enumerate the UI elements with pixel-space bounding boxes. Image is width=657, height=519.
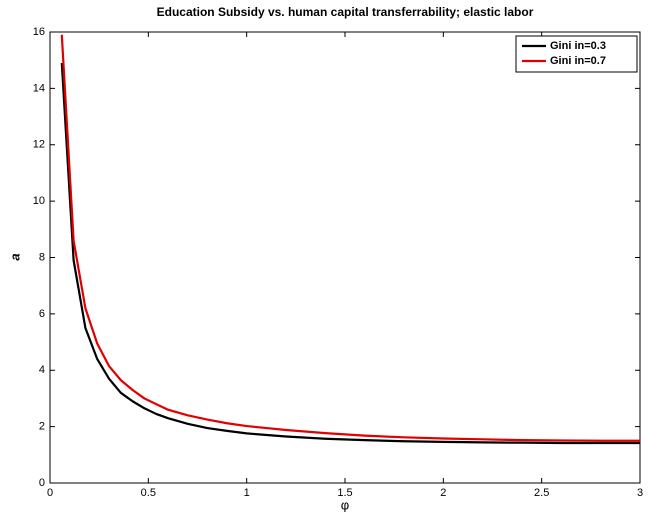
- y-tick-label: 4: [39, 364, 45, 376]
- y-tick-label: 10: [33, 195, 45, 207]
- x-tick-label: 2: [440, 487, 446, 499]
- legend-label: Gini in=0.3: [550, 40, 606, 52]
- y-tick-label: 6: [39, 308, 45, 320]
- legend-box: [515, 35, 638, 73]
- x-tick-label: 1: [244, 487, 250, 499]
- legend-label: Gini in=0.7: [550, 55, 606, 67]
- y-tick-label: 16: [33, 26, 45, 38]
- x-tick-label: 0.5: [141, 487, 156, 499]
- y-axis-label: a: [7, 253, 22, 260]
- data-line: [60, 62, 640, 445]
- data-line: [60, 34, 640, 442]
- y-tick-label: 12: [33, 139, 45, 151]
- y-tick-label: 8: [39, 251, 45, 263]
- x-tick-label: 2.5: [534, 487, 549, 499]
- chart-title: Education Subsidy vs. human capital tran…: [157, 5, 534, 19]
- x-tick-label: 0: [47, 487, 53, 499]
- y-tick-label: 0: [39, 477, 45, 489]
- x-axis-label: φ: [341, 497, 349, 512]
- x-tick-label: 3: [637, 487, 643, 499]
- x-tick-label: 1.5: [337, 487, 352, 499]
- y-tick-label: 14: [33, 82, 45, 94]
- y-tick-label: 2: [39, 421, 45, 433]
